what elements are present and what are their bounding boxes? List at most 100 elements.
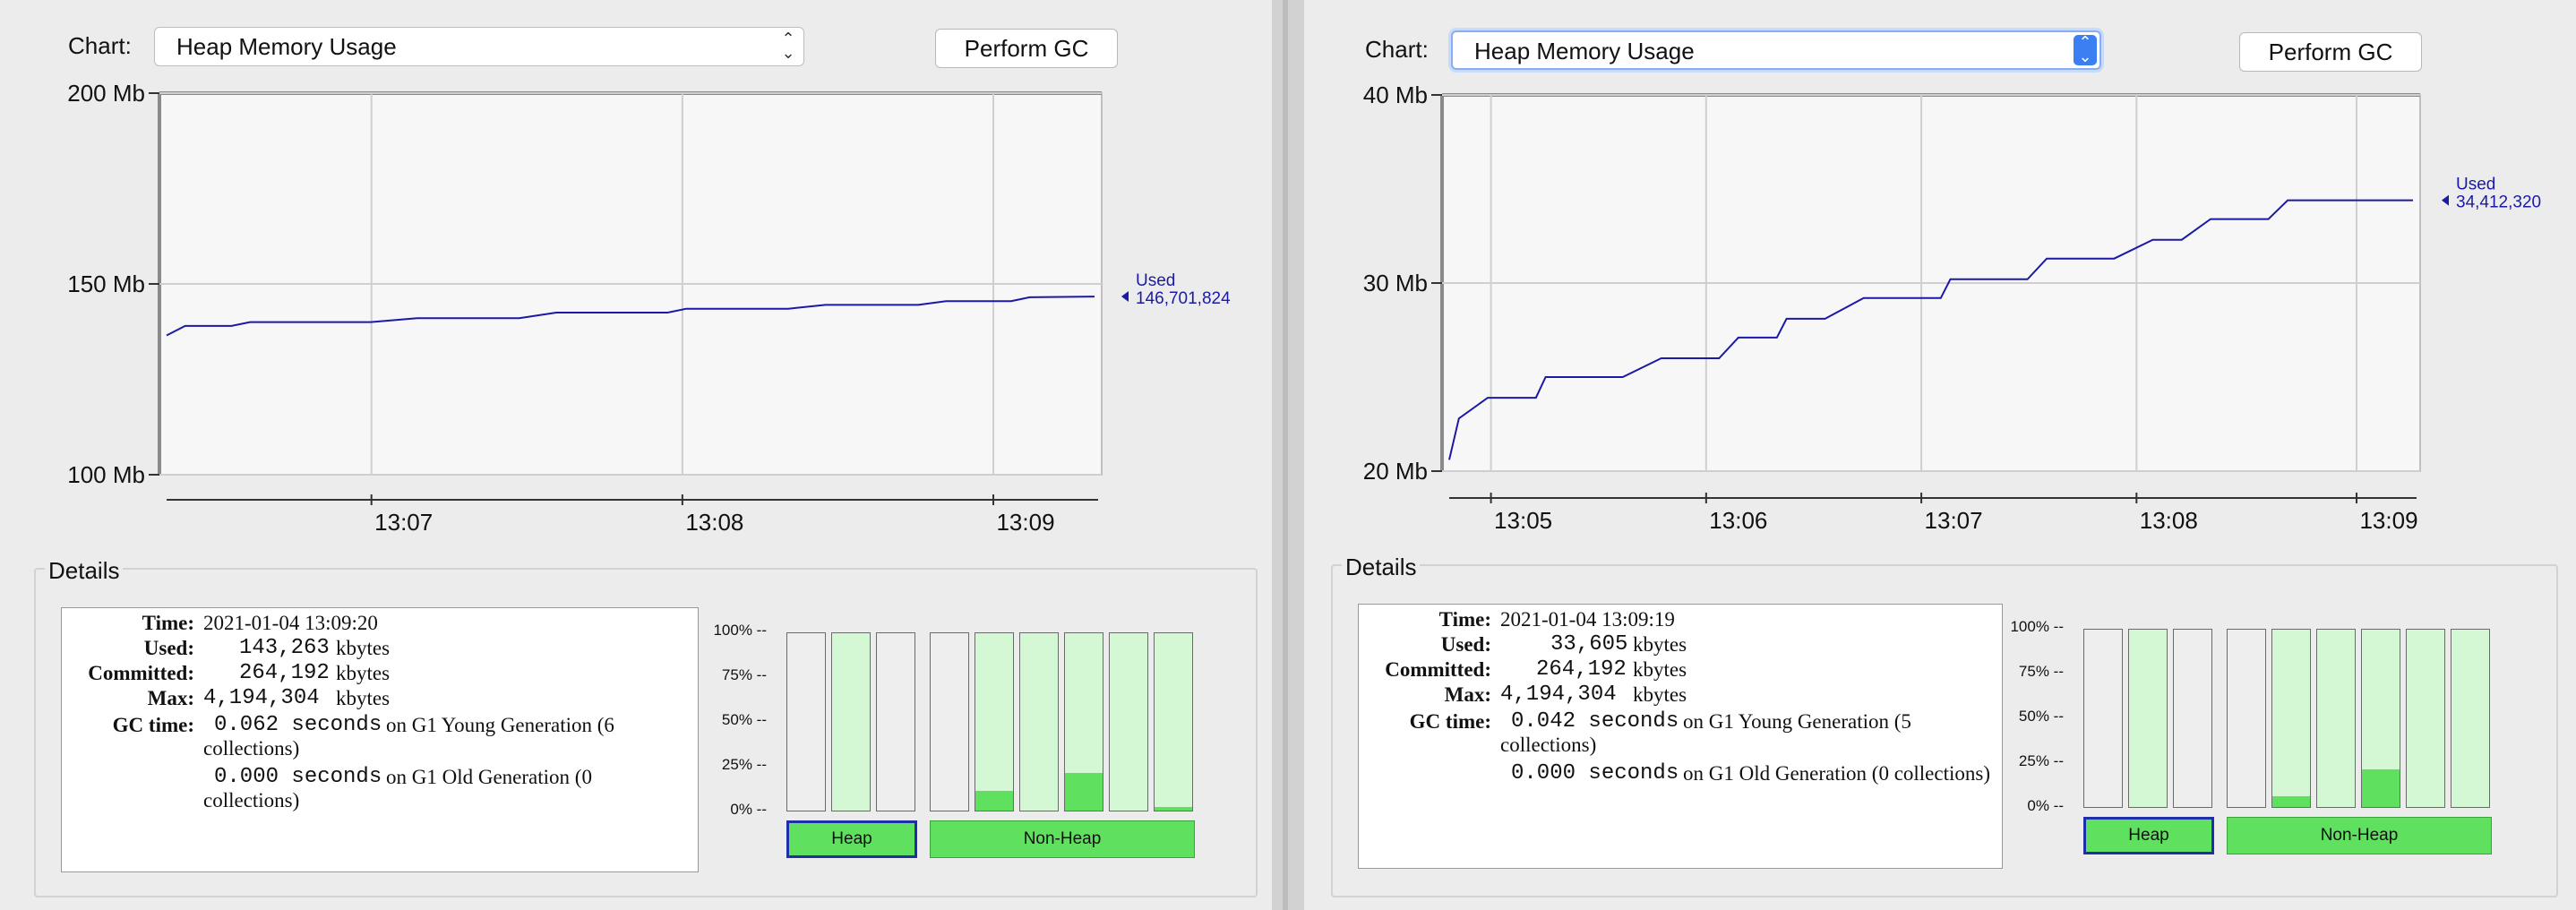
heap-button[interactable]: Heap — [2083, 817, 2214, 854]
gc-young-text-2: collections) — [1500, 734, 1597, 756]
y-tick-label: 200 Mb — [67, 81, 145, 107]
gc-young-text: on G1 Young Generation (6 — [386, 714, 614, 736]
chart-select-value: Heap Memory Usage — [1474, 38, 1695, 64]
nonheap-pool-bar[interactable] — [2451, 629, 2490, 808]
nonheap-button[interactable]: Non-Heap — [930, 820, 1195, 858]
pool-percent-tick: 25% -- — [2018, 752, 2064, 769]
committed-value: 264,192 — [1536, 657, 1627, 682]
nonheap-pool-bar[interactable] — [930, 632, 969, 811]
heap-usage-chart: 40 Mb 30 Mb 20 Mb 13:05 13:06 13:07 13:08 13:09… — [1363, 82, 2541, 534]
perform-gc-button[interactable]: Perform GC — [935, 29, 1118, 68]
memory-pools-chart: 100% -- 75% -- 50% -- 25% -- 0% -- Heap Non-He… — [708, 616, 1209, 885]
x-tick-label: 13:08 — [685, 509, 743, 536]
gc-young-text: on G1 Young Generation (5 — [1683, 710, 1911, 733]
split-divider[interactable] — [1272, 0, 1304, 910]
heap-button[interactable]: Heap — [786, 820, 917, 858]
used-label: Used: — [143, 637, 194, 659]
heap-pool-bar[interactable] — [2173, 629, 2212, 808]
gc-young-value: 0.042 seconds — [1511, 709, 1679, 734]
gc-time-label: GC time: — [1409, 710, 1491, 733]
used-series-line — [1448, 199, 2413, 460]
memory-pools-chart: 100% -- 75% -- 50% -- 25% -- 0% -- Heap Non-He… — [2005, 613, 2506, 881]
split-divider-line — [1283, 0, 1288, 910]
pool-usage-fill — [2362, 769, 2400, 807]
used-unit: kbytes — [336, 637, 391, 659]
nonheap-pool-bar[interactable] — [1109, 632, 1148, 811]
nonheap-pool-bar[interactable] — [1154, 632, 1193, 811]
chart-select[interactable]: Heap Memory Usage ⌃ ⌄ — [1451, 30, 2101, 70]
gc-old-text: on G1 Old Generation (0 collections) — [1683, 762, 1990, 785]
chevron-updown-icon: ⌃ ⌄ — [2074, 34, 2097, 65]
heap-pool-bar[interactable] — [876, 632, 915, 811]
committed-unit: kbytes — [336, 662, 391, 684]
pool-percent-tick: 50% -- — [721, 711, 767, 728]
chart-label: Chart: — [68, 32, 132, 59]
y-tick-label: 20 Mb — [1363, 458, 1428, 485]
pool-percent-tick: 0% -- — [730, 801, 767, 818]
committed-unit: kbytes — [1633, 658, 1687, 681]
gc-old-text: on G1 Old Generation (0 — [386, 766, 592, 788]
y-tick-label: 40 Mb — [1363, 82, 1428, 108]
used-annotation-value: 34,412,320 — [2456, 193, 2541, 212]
chart-select-value: Heap Memory Usage — [176, 33, 397, 60]
memory-panel-left: Chart: Heap Memory Usage ⌃ ⌄ Perform GC 2… — [0, 0, 1272, 910]
used-series-line — [166, 296, 1095, 337]
heap-pool-bar[interactable] — [831, 632, 871, 811]
nonheap-pool-bar[interactable] — [2271, 629, 2311, 808]
details-text-box: Time: 2021-01-04 13:09:20 Used: 143,263 kby… — [61, 607, 699, 872]
gc-old-value: 0.000 seconds — [1511, 761, 1679, 786]
used-annotation-value: 146,701,824 — [1136, 289, 1231, 308]
pool-percent-tick: 75% -- — [2018, 663, 2064, 680]
pool-usage-fill — [1155, 807, 1192, 811]
pool-usage-fill — [2272, 796, 2310, 807]
committed-value: 264,192 — [239, 661, 330, 685]
nonheap-pool-bar[interactable] — [1064, 632, 1103, 811]
chart-select[interactable]: Heap Memory Usage ⌃ ⌄ — [154, 27, 804, 66]
x-tick-label: 13:09 — [2359, 507, 2417, 534]
y-tick-label: 150 Mb — [67, 270, 145, 297]
max-unit: kbytes — [336, 687, 391, 709]
time-value: 2021-01-04 13:09:19 — [1500, 608, 1675, 631]
used-unit: kbytes — [1633, 633, 1687, 656]
y-tick-label: 100 Mb — [67, 461, 145, 488]
x-tick-label: 13:05 — [1494, 507, 1552, 534]
chevron-updown-icon: ⌃ ⌄ — [781, 30, 795, 62]
pool-percent-tick: 100% -- — [713, 622, 767, 639]
committed-label: Committed: — [1385, 658, 1491, 681]
pool-usage-fill — [1065, 773, 1103, 811]
x-tick-label: 13:08 — [2140, 507, 2198, 534]
heap-pool-bar[interactable] — [786, 632, 826, 811]
pool-usage-fill — [975, 791, 1013, 811]
gc-young-value: 0.062 seconds — [214, 713, 382, 737]
x-tick-label: 13:09 — [996, 509, 1054, 536]
nonheap-button[interactable]: Non-Heap — [2227, 817, 2492, 854]
used-label: Used: — [1440, 633, 1491, 656]
time-label: Time: — [1438, 608, 1491, 631]
details-group — [1331, 564, 2558, 897]
nonheap-pool-bar[interactable] — [975, 632, 1014, 811]
nonheap-pool-bar[interactable] — [2361, 629, 2400, 808]
nonheap-pool-bar[interactable] — [2406, 629, 2445, 808]
gc-young-text-2: collections) — [203, 737, 300, 760]
committed-label: Committed: — [88, 662, 194, 684]
max-label: Max: — [147, 687, 194, 709]
y-tick-label: 30 Mb — [1363, 270, 1428, 296]
details-text-box: Time: 2021-01-04 13:09:19 Used: 33,605 kbyt… — [1358, 604, 2003, 869]
max-unit: kbytes — [1633, 683, 1687, 706]
heap-pool-bar[interactable] — [2128, 629, 2168, 808]
heap-pool-bar[interactable] — [2083, 629, 2123, 808]
used-annotation-label: Used — [2456, 176, 2495, 194]
chart-toolbar: Chart: Heap Memory Usage ⌃ ⌄ Perform GC — [0, 0, 1272, 90]
max-label: Max: — [1444, 683, 1491, 706]
x-tick-label: 13:07 — [1925, 507, 1983, 534]
pool-percent-tick: 0% -- — [2027, 797, 2064, 814]
pool-percent-tick: 100% -- — [2010, 618, 2064, 635]
nonheap-pool-bar[interactable] — [2316, 629, 2356, 808]
used-annotation-label: Used — [1136, 271, 1175, 290]
perform-gc-button[interactable]: Perform GC — [2239, 32, 2422, 72]
memory-panel-right: Chart: Heap Memory Usage ⌃ ⌄ Perform GC 4… — [1304, 0, 2576, 910]
used-marker-icon — [2442, 194, 2449, 206]
nonheap-pool-bar[interactable] — [1019, 632, 1059, 811]
gc-time-label: GC time: — [112, 714, 194, 736]
nonheap-pool-bar[interactable] — [2227, 629, 2266, 808]
